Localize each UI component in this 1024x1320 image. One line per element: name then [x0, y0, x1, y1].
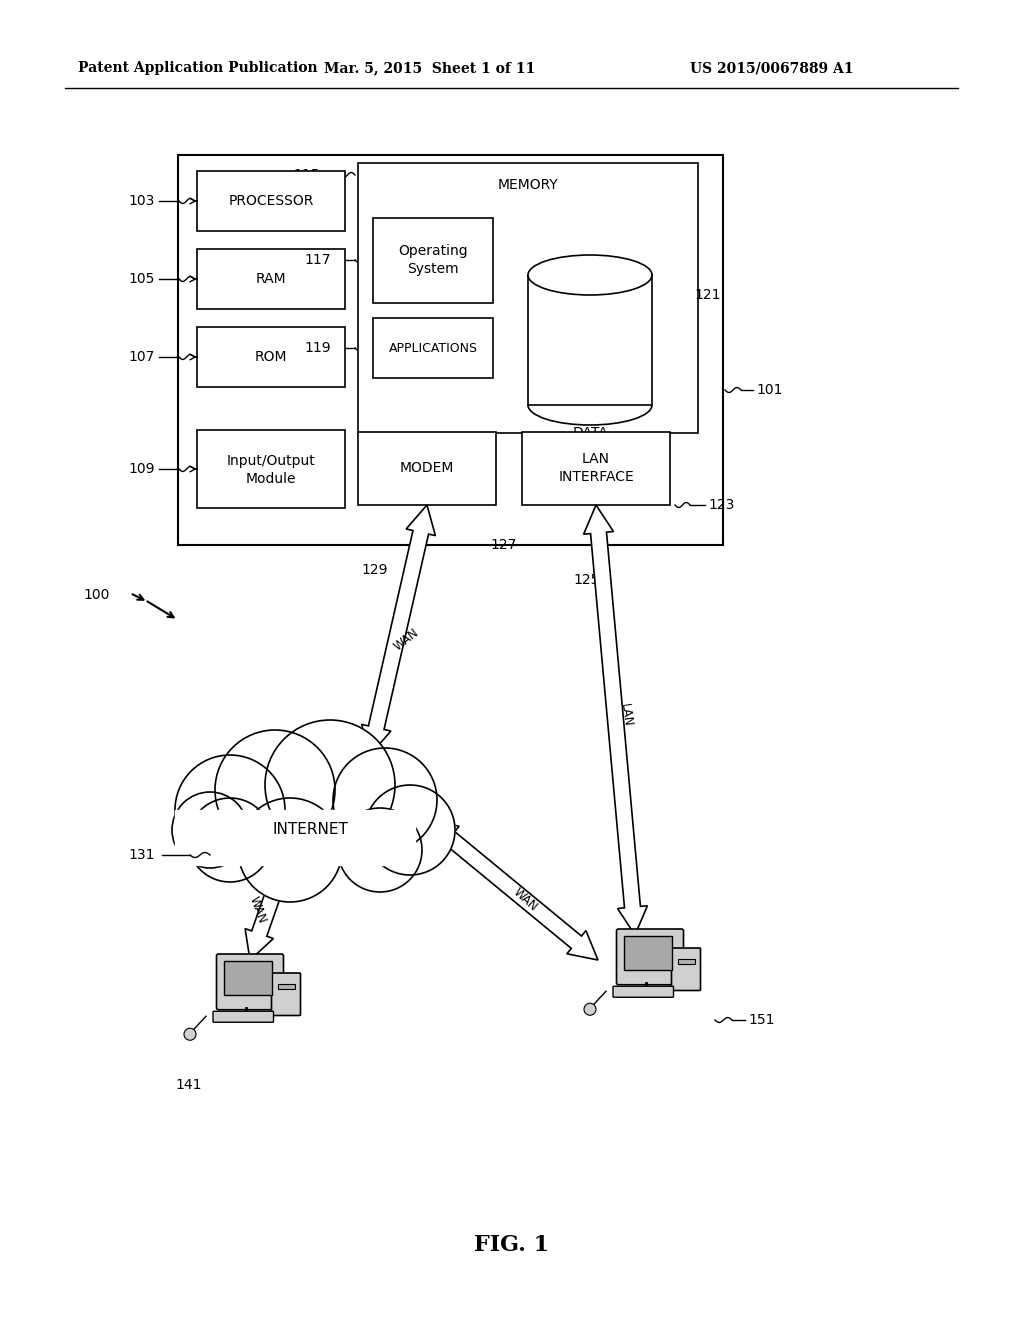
Circle shape	[175, 755, 285, 865]
Text: MODEM: MODEM	[399, 461, 455, 475]
Text: INTERFACE: INTERFACE	[558, 470, 634, 484]
Polygon shape	[361, 506, 435, 755]
Text: LAN: LAN	[582, 451, 610, 466]
Bar	[358, 162, 698, 433]
Text: 109: 109	[128, 462, 155, 477]
Text: 117: 117	[304, 253, 331, 267]
Text: WAN: WAN	[391, 626, 421, 653]
Text: Patent Application Publication: Patent Application Publication	[78, 61, 317, 75]
Text: 131: 131	[128, 847, 155, 862]
Polygon shape	[245, 861, 290, 960]
Bar	[528, 275, 652, 405]
Bar	[278, 983, 295, 989]
Text: 123: 123	[708, 498, 734, 512]
Polygon shape	[584, 506, 647, 935]
Text: DATA: DATA	[572, 426, 608, 440]
Text: 125: 125	[573, 573, 600, 587]
Text: 107: 107	[129, 350, 155, 364]
Circle shape	[172, 792, 248, 869]
Bar	[223, 961, 271, 995]
Text: Operating: Operating	[398, 244, 468, 257]
Text: 141: 141	[175, 1078, 202, 1092]
Text: LAN: LAN	[617, 702, 634, 727]
FancyBboxPatch shape	[213, 1011, 273, 1022]
Text: Module: Module	[246, 473, 296, 486]
FancyBboxPatch shape	[613, 986, 674, 997]
Text: System: System	[408, 261, 459, 276]
Ellipse shape	[528, 255, 652, 294]
Bar	[632, 989, 668, 994]
Circle shape	[188, 799, 272, 882]
Text: Input/Output: Input/Output	[226, 454, 315, 469]
Text: 105: 105	[129, 272, 155, 286]
Text: 127: 127	[490, 539, 516, 552]
Text: 151: 151	[748, 1012, 774, 1027]
Text: 119: 119	[304, 341, 331, 355]
Text: US 2015/0067889 A1: US 2015/0067889 A1	[690, 61, 853, 75]
Text: Mar. 5, 2015  Sheet 1 of 11: Mar. 5, 2015 Sheet 1 of 11	[325, 61, 536, 75]
Text: APPLICATIONS: APPLICATIONS	[388, 342, 477, 355]
Circle shape	[265, 719, 395, 850]
Circle shape	[333, 748, 437, 851]
Bar	[624, 936, 672, 970]
Bar	[232, 1014, 268, 1019]
Text: FIG. 1: FIG. 1	[474, 1234, 550, 1257]
Text: 103: 103	[129, 194, 155, 209]
Circle shape	[584, 1003, 596, 1015]
Text: WAN: WAN	[510, 886, 540, 915]
Text: MEMORY: MEMORY	[498, 178, 558, 191]
Bar	[373, 318, 493, 378]
Text: RAM: RAM	[256, 272, 287, 286]
Text: 129: 129	[361, 564, 388, 577]
Bar	[197, 172, 345, 231]
Circle shape	[238, 799, 342, 902]
Bar	[197, 430, 345, 508]
Bar	[358, 432, 496, 506]
Bar	[373, 218, 493, 304]
Text: ROM: ROM	[255, 350, 288, 364]
Text: 121: 121	[694, 288, 721, 302]
Text: INTERNET: INTERNET	[272, 822, 348, 837]
Bar	[197, 327, 345, 387]
Polygon shape	[428, 820, 598, 960]
Circle shape	[215, 730, 335, 850]
Text: 100: 100	[84, 587, 110, 602]
FancyBboxPatch shape	[271, 973, 300, 1015]
Bar	[522, 432, 670, 506]
Circle shape	[184, 1028, 196, 1040]
Text: 101: 101	[756, 383, 782, 397]
FancyBboxPatch shape	[616, 929, 683, 985]
FancyBboxPatch shape	[672, 948, 700, 990]
Text: WAN: WAN	[247, 895, 269, 925]
Circle shape	[338, 808, 422, 892]
Bar	[197, 249, 345, 309]
Text: 115: 115	[294, 168, 319, 182]
FancyBboxPatch shape	[216, 954, 284, 1010]
Circle shape	[365, 785, 455, 875]
Bar	[175, 810, 415, 865]
Bar	[178, 154, 723, 545]
Text: PROCESSOR: PROCESSOR	[228, 194, 313, 209]
Bar	[678, 960, 694, 964]
